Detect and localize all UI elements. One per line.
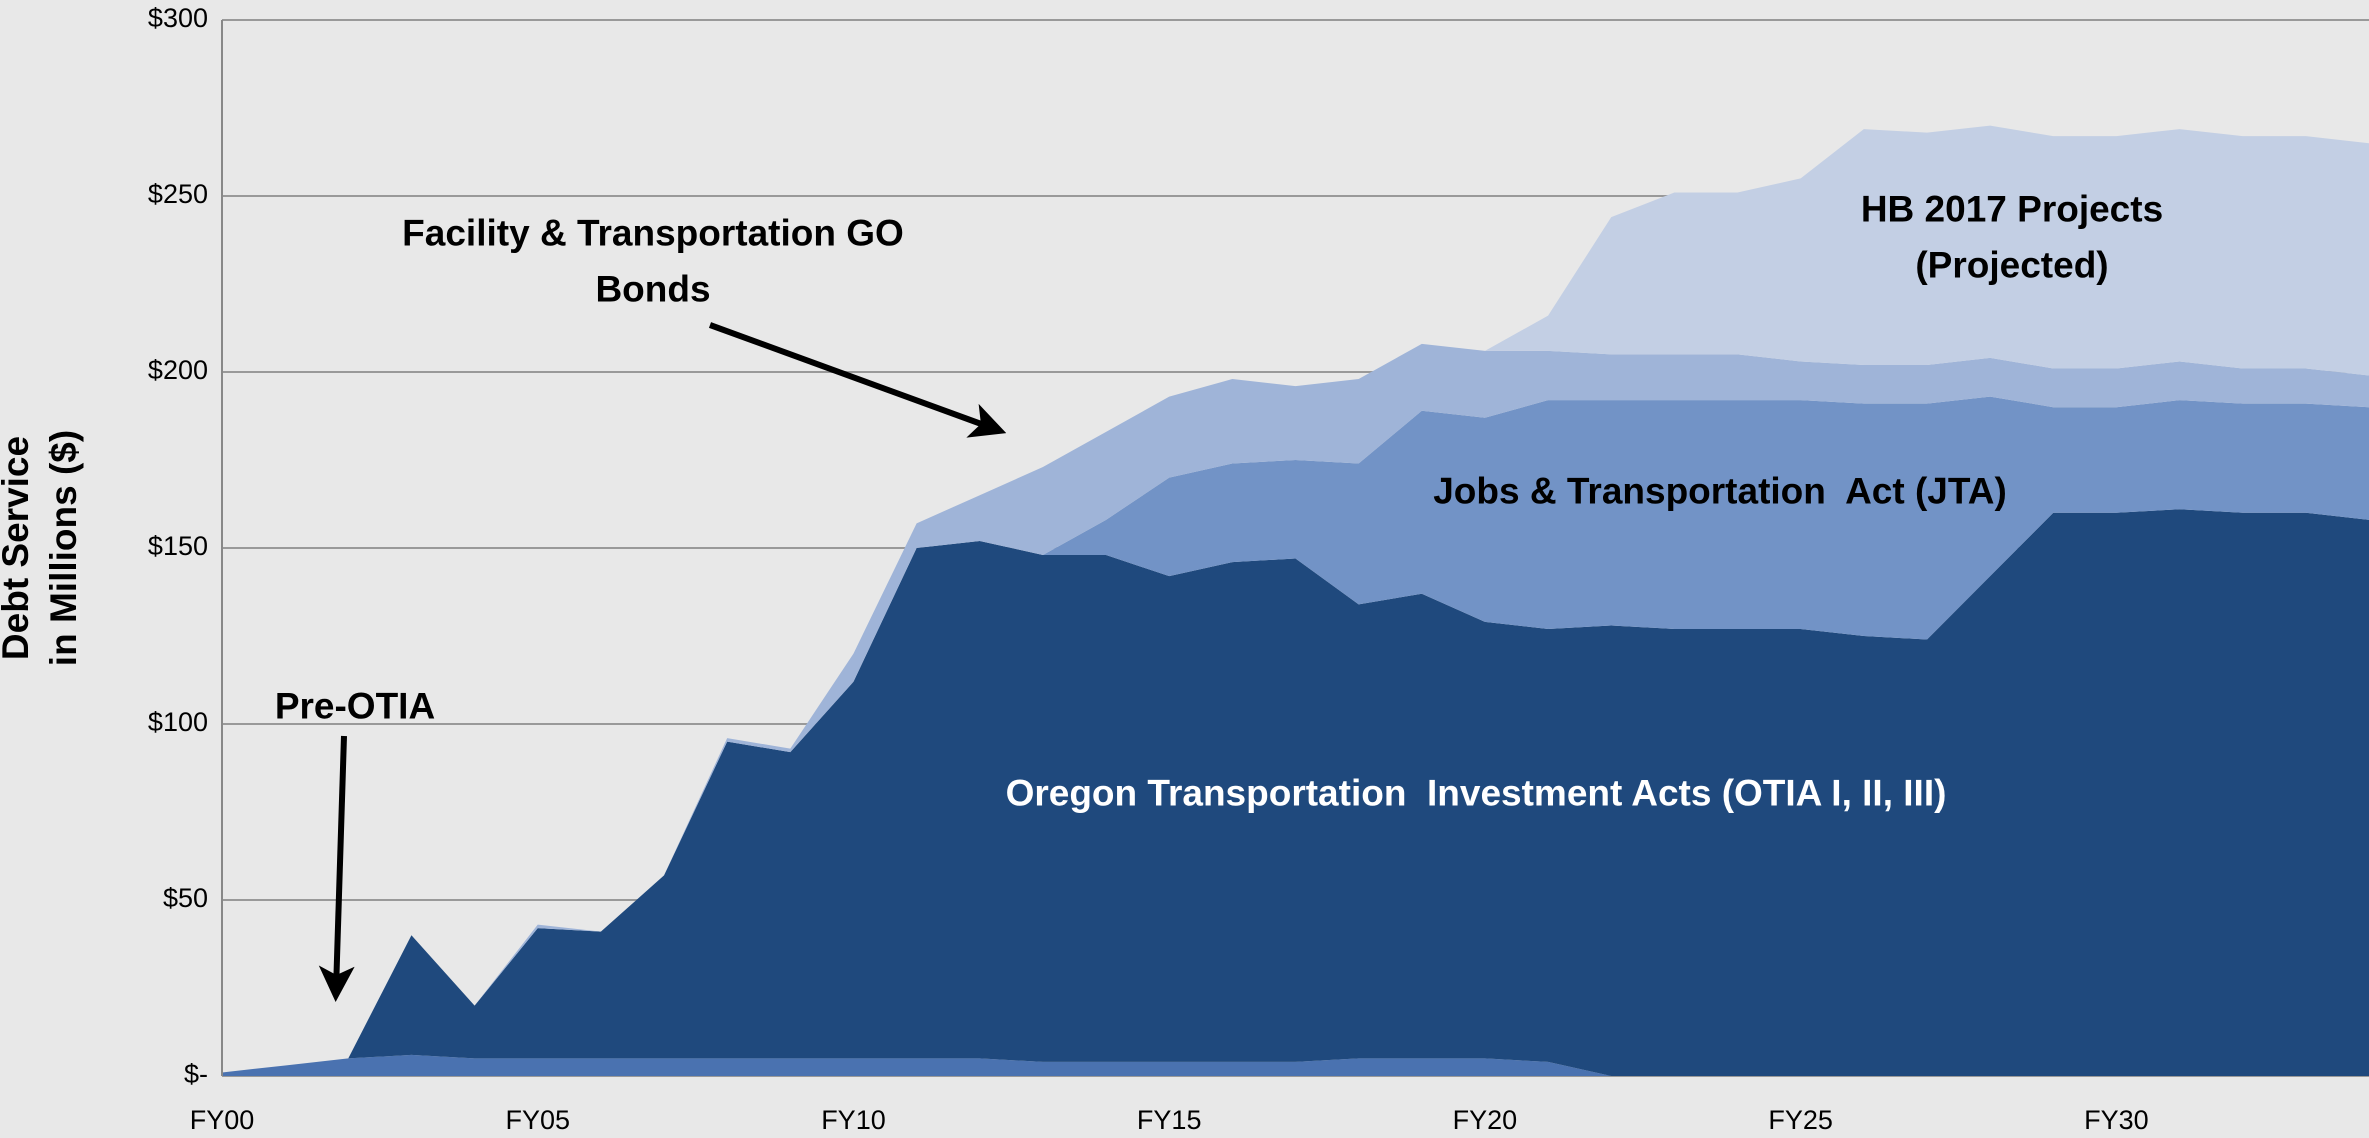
arrow	[318, 735, 355, 1002]
series-label: Jobs & Transportation Act (JTA)	[1433, 470, 2007, 512]
y-axis-title: Debt Service in Millions ($)	[0, 430, 88, 666]
series-label: HB 2017 Projects (Projected)	[1860, 188, 2164, 286]
x-tick-label: FY05	[505, 1105, 570, 1135]
y-tick-label: $250	[148, 179, 208, 209]
y-tick-label: $100	[148, 707, 208, 737]
x-tick-label: FY00	[190, 1105, 255, 1135]
area	[222, 125, 2369, 1073]
y-tick-label: $200	[148, 355, 208, 385]
series-label: Oregon Transportation Investment Acts (O…	[1005, 772, 1947, 814]
area	[222, 1054, 2369, 1076]
area	[222, 509, 2369, 1076]
x-tick-label: FY20	[1453, 1105, 1518, 1135]
area	[222, 396, 2369, 1073]
x-tick-label: FY25	[1768, 1105, 1833, 1135]
y-tick-label: $300	[148, 3, 208, 33]
x-tick-label: FY10	[821, 1105, 886, 1135]
x-tick-label: FY30	[2084, 1105, 2149, 1135]
y-tick-label: $-	[184, 1059, 208, 1089]
x-tick-label: FY15	[1137, 1105, 1202, 1135]
y-tick-label: $150	[148, 531, 208, 561]
y-tick-label: $50	[163, 883, 208, 913]
arrow	[708, 322, 1007, 438]
series-label: Facility & Transportation GO Bonds	[402, 212, 904, 310]
series-label: Pre-OTIA	[274, 685, 436, 727]
y-axis-title-line: in Millions ($)	[43, 429, 84, 667]
y-axis-title-line: Debt Service	[0, 435, 36, 661]
